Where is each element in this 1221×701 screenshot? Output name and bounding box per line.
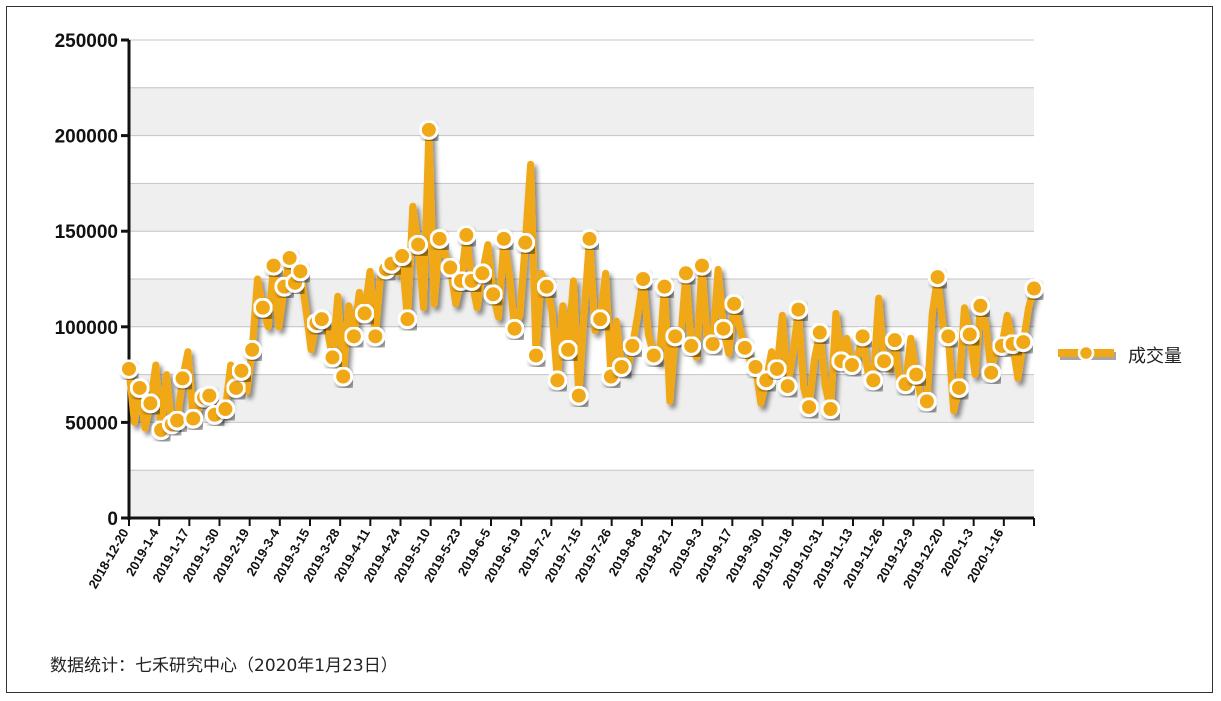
data-point: [799, 397, 820, 418]
data-point: [252, 297, 273, 318]
data-point: [654, 276, 675, 297]
series-markers: [119, 119, 1044, 441]
data-point: [397, 309, 418, 330]
data-point: [483, 284, 504, 305]
data-point: [504, 318, 525, 339]
data-point: [226, 377, 247, 398]
data-point: [916, 391, 937, 412]
data-point: [874, 351, 895, 372]
x-axis-ticks: 2018-12-202019-1-42019-1-172019-1-302019…: [85, 518, 1035, 591]
data-point: [263, 255, 284, 276]
data-point: [1013, 332, 1034, 353]
legend: 成交量: [1058, 340, 1182, 370]
data-point: [788, 299, 809, 320]
data-point: [724, 293, 745, 314]
data-point: [884, 330, 905, 351]
data-point: [820, 399, 841, 420]
plot-band: [129, 183, 1034, 232]
y-tick-label: 250000: [55, 31, 118, 52]
data-point: [333, 366, 354, 387]
data-point: [183, 408, 204, 429]
series-line: [125, 126, 1038, 434]
plot-background: [129, 40, 1034, 518]
data-point: [809, 322, 830, 343]
data-point: [863, 370, 884, 391]
plot-band: [129, 40, 1034, 88]
data-point: [734, 337, 755, 358]
data-point: [172, 368, 193, 389]
legend-swatch-icon: [1058, 344, 1116, 362]
data-point: [558, 339, 579, 360]
data-point: [675, 263, 696, 284]
data-point: [536, 276, 557, 297]
data-point: [702, 334, 723, 355]
data-point: [665, 326, 686, 347]
data-point: [242, 339, 263, 360]
data-point: [841, 355, 862, 376]
data-point: [568, 385, 589, 406]
data-point: [392, 246, 413, 267]
data-point: [472, 263, 493, 284]
data-point: [418, 119, 439, 140]
data-point: [525, 345, 546, 366]
data-point: [440, 257, 461, 278]
data-point: [231, 360, 252, 381]
data-point: [590, 309, 611, 330]
data-point: [279, 247, 300, 268]
data-point: [119, 358, 139, 379]
data-point: [777, 376, 798, 397]
data-point: [354, 303, 375, 324]
data-point: [215, 399, 236, 420]
data-point: [981, 362, 1002, 383]
x-tick-label: 2018-12-20: [85, 526, 131, 591]
data-point: [959, 324, 980, 345]
data-point: [938, 326, 959, 347]
data-point: [408, 234, 429, 255]
data-point: [643, 345, 664, 366]
data-point: [1024, 278, 1044, 299]
data-point: [691, 255, 712, 276]
data-point: [906, 364, 927, 385]
data-point: [547, 370, 568, 391]
y-tick-label: 150000: [55, 222, 118, 243]
y-tick-label: 100000: [55, 318, 118, 339]
data-point: [745, 356, 766, 377]
source-note: 数据统计：七禾研究中心（2020年1月23日）: [50, 656, 398, 676]
data-point: [343, 326, 364, 347]
plot-band: [129, 470, 1034, 518]
data-point: [927, 267, 948, 288]
data-point: [290, 261, 311, 282]
data-point: [611, 356, 632, 377]
data-point: [949, 377, 970, 398]
y-tick-label: 0: [107, 509, 118, 530]
y-tick-label: 200000: [55, 127, 118, 148]
series-volume: [125, 126, 1038, 434]
data-point: [713, 318, 734, 339]
data-point: [515, 232, 536, 253]
data-point: [852, 326, 873, 347]
data-point: [633, 269, 654, 289]
data-point: [167, 410, 188, 431]
data-point: [199, 385, 220, 406]
data-point: [970, 295, 991, 316]
plot-band: [129, 87, 1034, 136]
data-point: [493, 228, 514, 249]
data-point: [311, 309, 332, 330]
data-point: [129, 377, 150, 398]
data-point: [681, 335, 702, 356]
plot-band: [129, 135, 1034, 184]
y-axis-ticks: 0 50000 100000 150000 200000 250000: [55, 31, 129, 530]
data-point: [456, 225, 477, 246]
data-point: [429, 228, 450, 249]
data-point: [622, 335, 643, 356]
data-point: [322, 347, 343, 368]
data-point: [766, 358, 787, 379]
data-point: [579, 228, 600, 249]
legend-label: 成交量: [1128, 346, 1182, 367]
data-point: [140, 393, 161, 414]
plot-band: [129, 422, 1034, 471]
y-tick-label: 50000: [65, 413, 118, 434]
data-point: [365, 326, 386, 347]
